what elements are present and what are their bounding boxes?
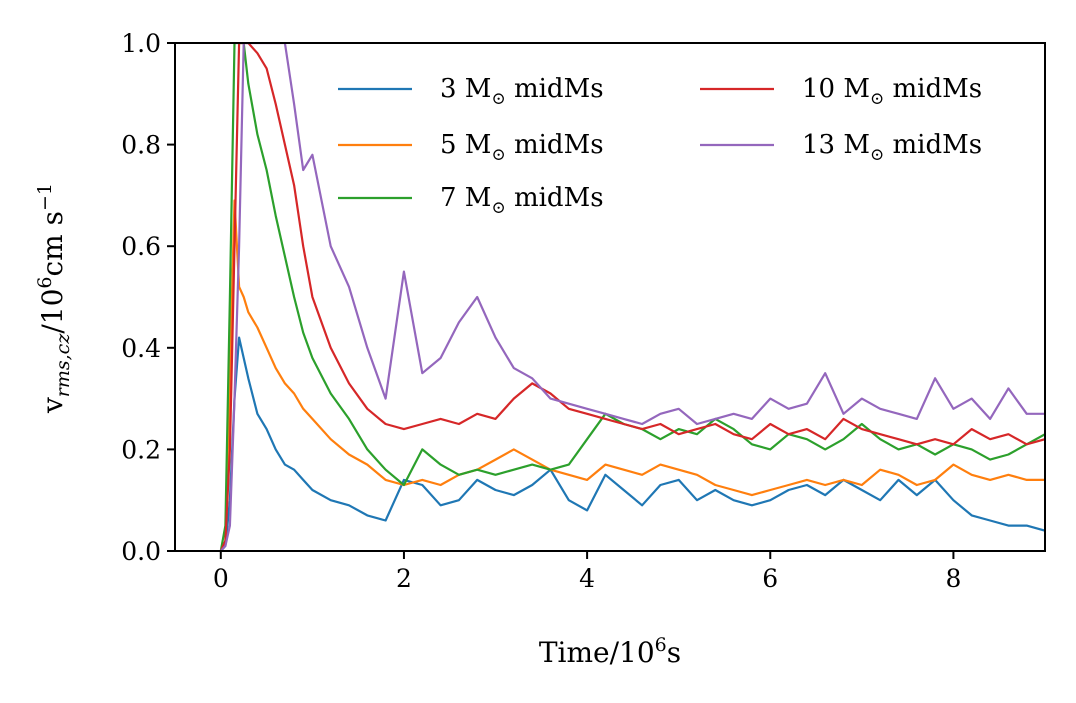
legend-entry-7msun: 7 M⊙ midMs bbox=[338, 183, 604, 218]
sun-symbol-icon: ⊙ bbox=[491, 198, 505, 218]
x-tick-label: 2 bbox=[396, 564, 412, 593]
legend-entry-10msun: 10 M⊙ midMs bbox=[700, 74, 982, 109]
legend-label-10msun-number: 10 bbox=[802, 74, 835, 104]
y-tick-label: 0.4 bbox=[121, 334, 161, 363]
series-line-5msun bbox=[219, 199, 1045, 551]
svg-text:13 M⊙ midMs: 13 M⊙ midMs bbox=[802, 130, 982, 165]
y-axis-title: vrms,cz/106cm s−1 bbox=[34, 183, 74, 414]
legend-label-3msun-number: 3 bbox=[440, 74, 457, 104]
legend-label-13msun-number: 13 bbox=[802, 130, 835, 160]
sun-symbol-icon: ⊙ bbox=[870, 89, 884, 109]
plot-frame bbox=[174, 42, 1046, 552]
legend-label-5msun-tail: midMs bbox=[514, 130, 604, 160]
legend-label-7msun-number: 7 bbox=[440, 183, 457, 213]
x-tick-label: 6 bbox=[762, 564, 778, 593]
legend-label-5msun-number: 5 bbox=[440, 130, 457, 160]
legend-label-3msun-tail: midMs bbox=[514, 74, 604, 104]
sun-symbol-icon: ⊙ bbox=[491, 145, 505, 165]
legend-entry-13msun: 13 M⊙ midMs bbox=[700, 130, 982, 165]
x-axis-title: Time/106s bbox=[539, 634, 681, 669]
y-tick-label: 0.0 bbox=[121, 537, 161, 566]
y-axis-ticks: 0.0 0.2 0.4 0.6 0.8 1.0 bbox=[121, 29, 175, 566]
y-tick-label: 0.2 bbox=[121, 435, 161, 464]
series-line-10msun bbox=[219, 43, 1045, 551]
svg-text:3 M⊙ midMs: 3 M⊙ midMs bbox=[440, 74, 604, 109]
y-tick-label: 0.8 bbox=[121, 131, 161, 160]
sun-symbol-icon: ⊙ bbox=[491, 89, 505, 109]
series-lines bbox=[219, 43, 1045, 551]
x-tick-label: 0 bbox=[213, 564, 229, 593]
svg-text:7 M⊙ midMs: 7 M⊙ midMs bbox=[440, 183, 604, 218]
series-line-3msun bbox=[219, 336, 1045, 551]
x-tick-label: 8 bbox=[945, 564, 961, 593]
series-line-13msun bbox=[219, 43, 1045, 551]
sun-symbol-icon: ⊙ bbox=[870, 145, 884, 165]
y-tick-label: 1.0 bbox=[121, 29, 161, 58]
svg-text:10 M⊙ midMs: 10 M⊙ midMs bbox=[802, 74, 982, 109]
legend-label-13msun-tail: midMs bbox=[893, 130, 983, 160]
legend-entry-3msun: 3 M⊙ midMs bbox=[338, 74, 604, 109]
y-tick-label: 0.6 bbox=[121, 232, 161, 261]
legend-label-10msun-tail: midMs bbox=[893, 74, 983, 104]
svg-text:5 M⊙ midMs: 5 M⊙ midMs bbox=[440, 130, 604, 165]
x-tick-label: 4 bbox=[579, 564, 595, 593]
legend: 3 M⊙ midMs 5 M⊙ midMs 7 M⊙ midMs 10 M⊙ m… bbox=[338, 74, 982, 218]
series-line-7msun bbox=[219, 43, 1045, 551]
legend-entry-5msun: 5 M⊙ midMs bbox=[338, 130, 604, 165]
legend-label-7msun-tail: midMs bbox=[514, 183, 604, 213]
x-axis-ticks: 0 2 4 6 8 bbox=[213, 551, 961, 593]
